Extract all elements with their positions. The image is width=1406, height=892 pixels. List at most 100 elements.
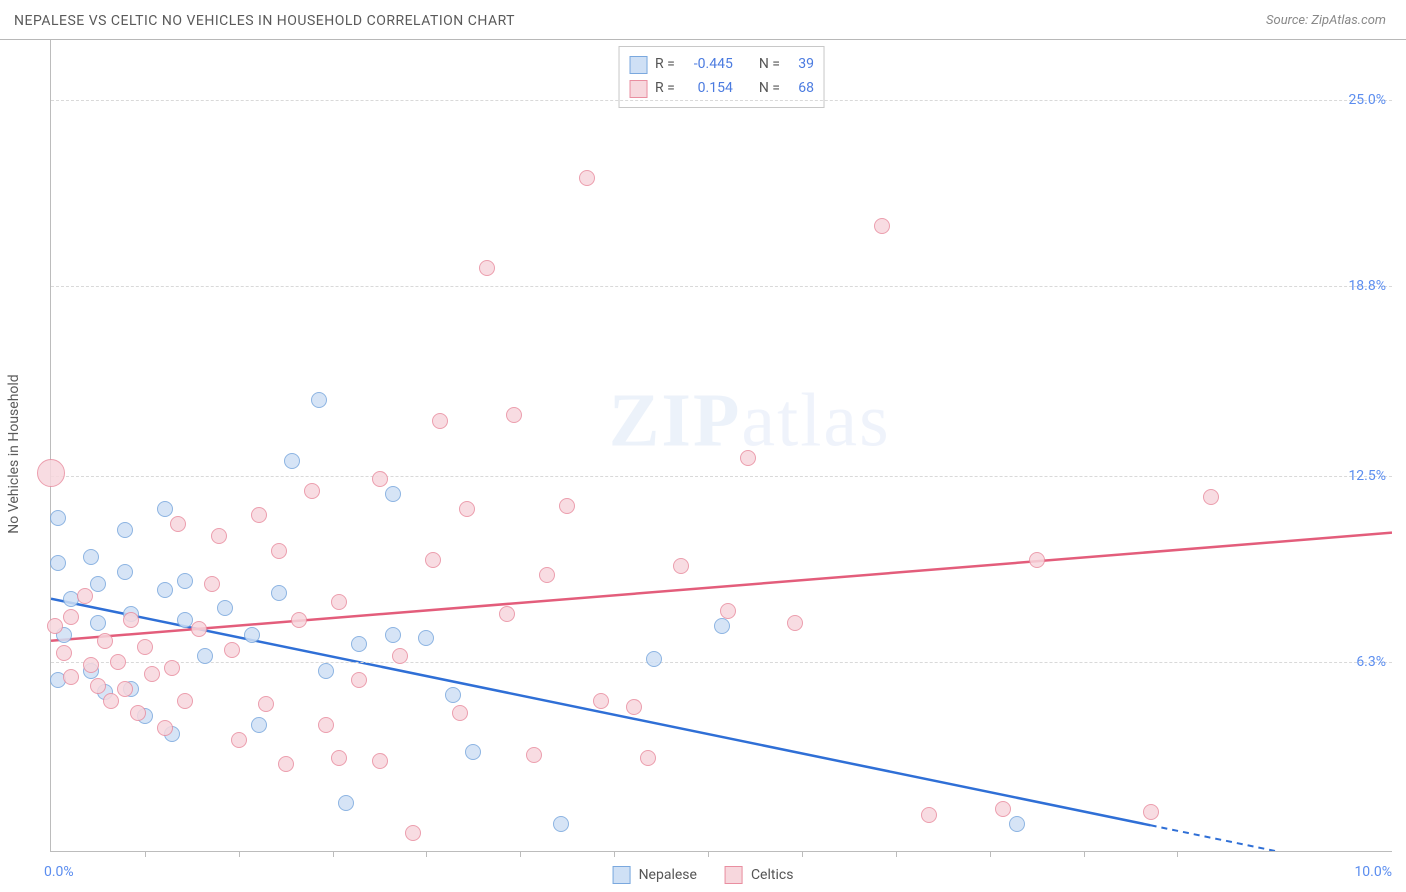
stat-n-label: N = — [759, 77, 780, 101]
stat-r-label: R = — [655, 53, 675, 77]
x-tick — [1177, 851, 1178, 857]
nepalese-point — [385, 627, 401, 643]
celtics-point — [506, 407, 522, 423]
celtics-point — [740, 450, 756, 466]
celtics-point — [579, 170, 595, 186]
stats-row: R = -0.445 N = 39 — [629, 53, 814, 77]
plot-area: ZIPatlas R =-0.445N =39R =0.154N =68 6.3… — [50, 40, 1392, 852]
celtics-point — [1143, 804, 1159, 820]
stats-row: R =0.154N =68 — [629, 77, 814, 101]
legend-swatch — [613, 866, 631, 884]
gridline — [51, 100, 1392, 101]
x-tick — [896, 851, 897, 857]
x-tick — [802, 851, 803, 857]
celtics-point — [130, 705, 146, 721]
celtics-point — [83, 657, 99, 673]
celtics-point — [103, 693, 119, 709]
y-tick-label: 6.3% — [1356, 654, 1386, 670]
x-tick — [333, 851, 334, 857]
legend-swatch — [629, 80, 647, 98]
stat-n-value: 39 — [788, 53, 814, 77]
nepalese-point — [271, 585, 287, 601]
nepalese-point — [1009, 816, 1025, 832]
source-label: Source: ZipAtlas.com — [1266, 13, 1386, 28]
gridline — [51, 286, 1392, 287]
nepalese-point — [244, 627, 260, 643]
nepalese-point — [338, 795, 354, 811]
celtics-point — [874, 218, 890, 234]
celtics-point — [626, 699, 642, 715]
x-tick — [145, 851, 146, 857]
x-tick — [708, 851, 709, 857]
celtics-point — [63, 609, 79, 625]
stats-legend: R =-0.445N =39R =0.154N =68 — [618, 46, 825, 108]
celtics-point — [640, 750, 656, 766]
celtics-point — [251, 507, 267, 523]
celtics-point — [331, 750, 347, 766]
x-tick — [520, 851, 521, 857]
x-tick — [426, 851, 427, 857]
celtics-point — [56, 645, 72, 661]
legend-label: Nepalese — [639, 867, 697, 883]
nepalese-point — [177, 573, 193, 589]
nepalese-point — [90, 615, 106, 631]
celtics-point — [224, 642, 240, 658]
celtics-point — [231, 732, 247, 748]
nepalese-point — [157, 501, 173, 517]
legend-label: Celtics — [751, 867, 793, 883]
celtics-point — [921, 807, 937, 823]
celtics-point — [164, 660, 180, 676]
celtics-point — [1203, 489, 1219, 505]
celtics-point — [673, 558, 689, 574]
celtics-point — [123, 612, 139, 628]
y-axis-label: No Vehicles in Household — [6, 374, 22, 533]
celtics-point — [318, 717, 334, 733]
celtics-point — [995, 801, 1011, 817]
legend-item: Celtics — [725, 866, 793, 884]
stat-r-label: R = — [655, 77, 675, 101]
gridline — [51, 476, 1392, 477]
celtics-point — [63, 669, 79, 685]
x-tick-label: 10.0% — [1354, 864, 1392, 880]
x-tick — [239, 851, 240, 857]
nepalese-point — [553, 816, 569, 832]
nepalese-point — [117, 522, 133, 538]
celtics-point — [211, 528, 227, 544]
nepalese-point — [117, 564, 133, 580]
trend-line-dashed — [1151, 825, 1392, 851]
y-tick-label: 12.5% — [1348, 468, 1386, 484]
legend-swatch — [629, 56, 647, 74]
celtics-point — [37, 459, 65, 487]
celtics-point — [97, 633, 113, 649]
nepalese-point — [197, 648, 213, 664]
celtics-point — [559, 498, 575, 514]
celtics-point — [372, 471, 388, 487]
celtics-point — [720, 603, 736, 619]
nepalese-point — [385, 486, 401, 502]
nepalese-point — [50, 510, 66, 526]
x-tick — [1084, 851, 1085, 857]
celtics-point — [77, 588, 93, 604]
celtics-point — [258, 696, 274, 712]
stat-r-value: -0.445 — [683, 53, 733, 77]
celtics-point — [117, 681, 133, 697]
x-tick — [990, 851, 991, 857]
stat-n-label: N = — [759, 53, 780, 77]
celtics-point — [90, 678, 106, 694]
chart-header: NEPALESE VS CELTIC NO VEHICLES IN HOUSEH… — [0, 0, 1406, 40]
celtics-point — [47, 618, 63, 634]
celtics-point — [425, 552, 441, 568]
trend-line — [51, 599, 1151, 826]
celtics-point — [191, 621, 207, 637]
nepalese-point — [318, 663, 334, 679]
legend-item: Nepalese — [613, 866, 697, 884]
celtics-point — [331, 594, 347, 610]
celtics-point — [157, 720, 173, 736]
stat-n-value: 68 — [788, 77, 814, 101]
nepalese-point — [445, 687, 461, 703]
nepalese-point — [284, 453, 300, 469]
celtics-point — [526, 747, 542, 763]
nepalese-point — [157, 582, 173, 598]
celtics-point — [291, 612, 307, 628]
celtics-point — [432, 413, 448, 429]
